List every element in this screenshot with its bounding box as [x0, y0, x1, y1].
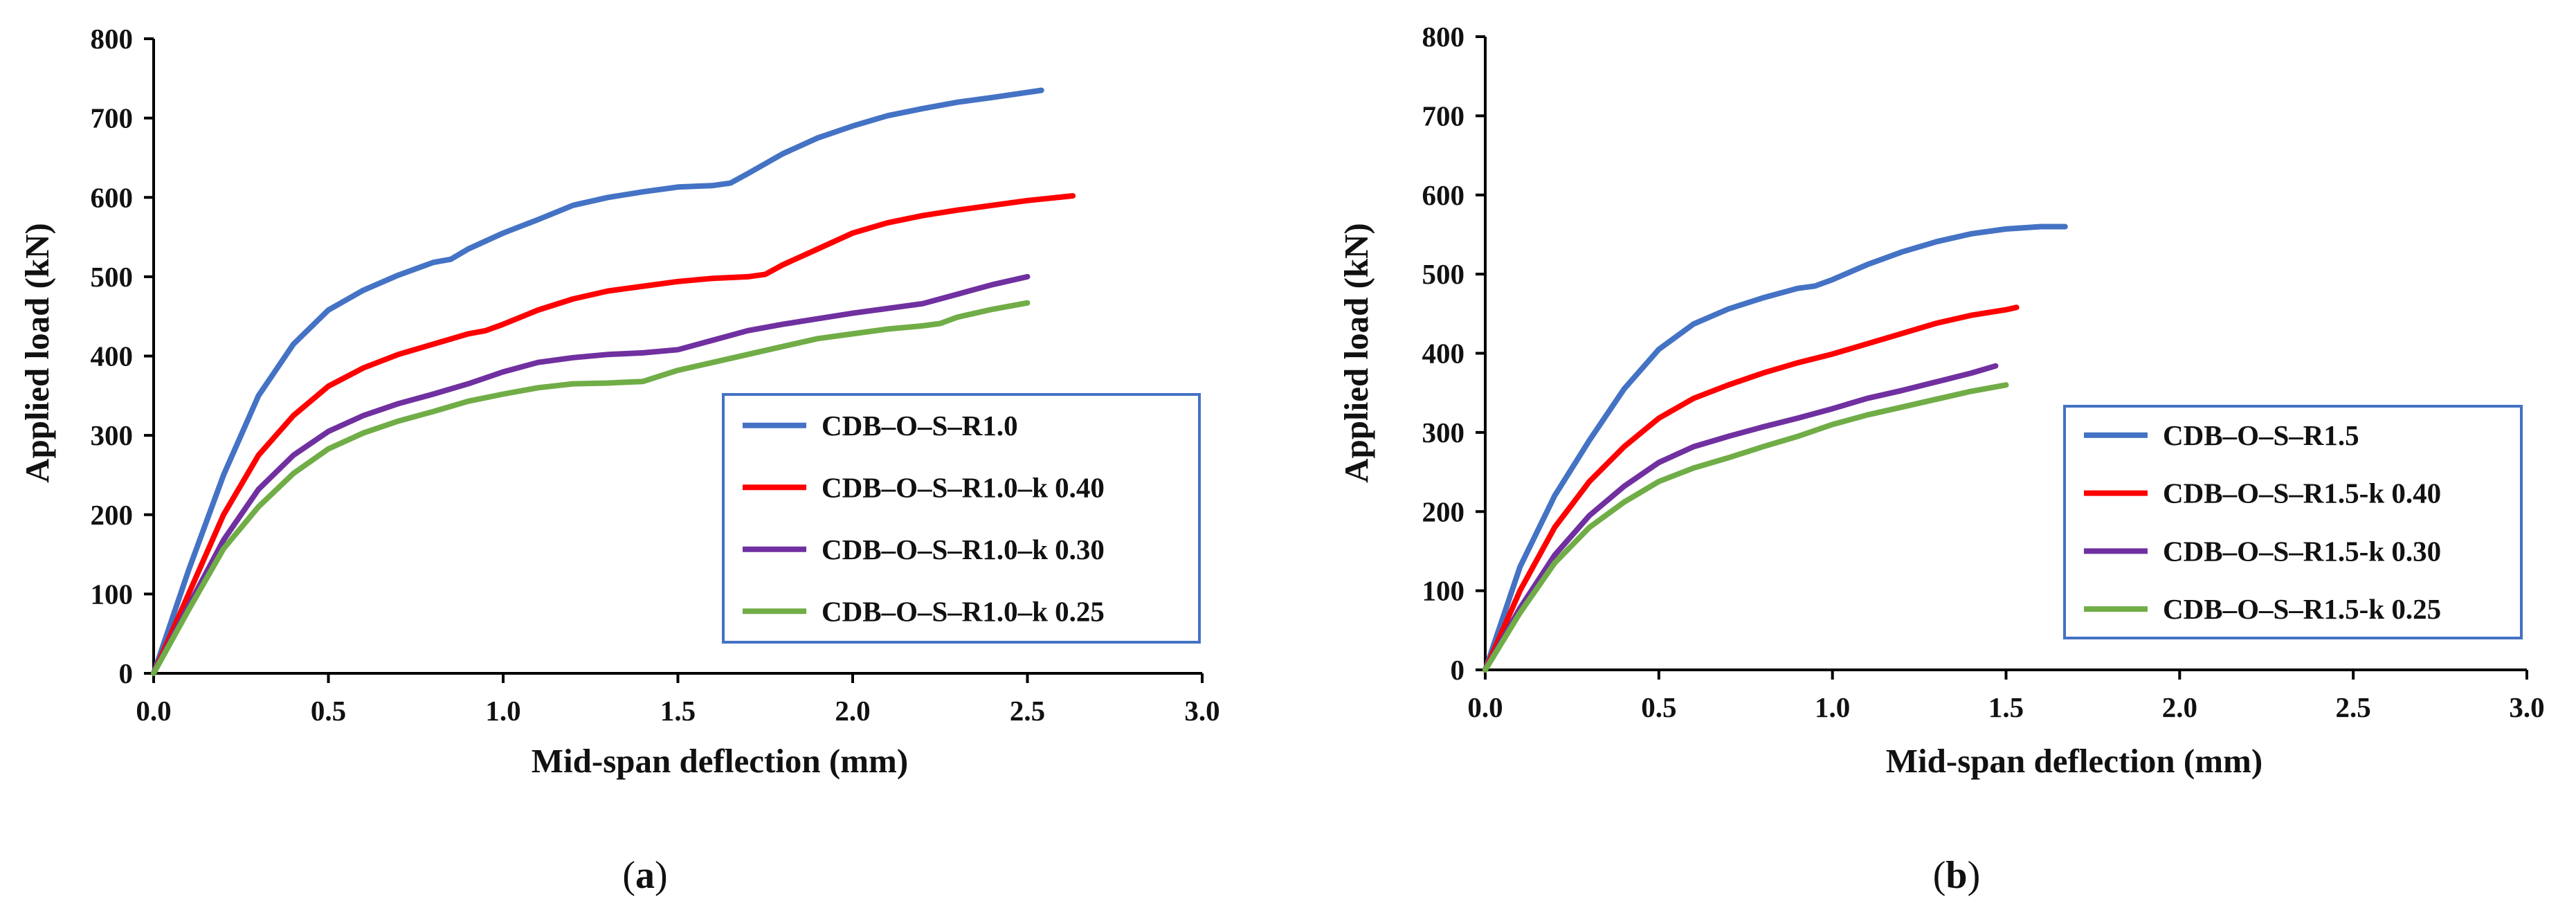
y-tick-label: 300 — [1422, 417, 1465, 448]
x-tick-label: 0.0 — [1467, 691, 1503, 723]
x-tick-label: 3.0 — [1184, 695, 1219, 727]
x-tick-label: 0.5 — [311, 695, 346, 727]
series-line-1 — [1482, 224, 2068, 673]
y-tick-label: 200 — [1422, 495, 1465, 527]
y-tick-label: 100 — [1422, 575, 1465, 607]
y-tick-label: 500 — [91, 261, 134, 293]
x-tick-label: 2.5 — [1010, 695, 1045, 727]
legend-entry-label: CDB–O–S–R1.5 — [2163, 419, 2359, 451]
x-tick-label: 0.0 — [136, 695, 171, 727]
legend-entry-label: CDB–O–S–R1.5-k 0.30 — [2163, 535, 2441, 567]
x-tick-label: 1.0 — [1815, 691, 1850, 723]
y-tick-label: 800 — [1422, 21, 1465, 53]
legend-entry-label: CDB–O–S–R1.0–k 0.40 — [822, 471, 1105, 503]
figure-panel-b: Applied load (kN) Mid-span deflection (m… — [1288, 0, 2576, 910]
y-tick-label: 700 — [1422, 100, 1465, 131]
series-line-3 — [1482, 363, 1999, 673]
y-tick-label: 200 — [91, 499, 134, 531]
y-tick-label: 0 — [1451, 654, 1465, 686]
x-tick-label: 2.5 — [2336, 691, 2371, 723]
y-tick-label: 600 — [1422, 179, 1465, 211]
y-tick-label: 0 — [119, 657, 134, 689]
y-tick-label: 300 — [91, 419, 134, 451]
series-line-2 — [151, 193, 1076, 676]
y-tick-label: 400 — [1422, 338, 1465, 370]
x-tick-label: 3.0 — [2509, 691, 2544, 723]
x-tick-label: 1.5 — [1988, 691, 2024, 723]
legend-entry-label: CDB–O–S–R1.0 — [822, 410, 1018, 442]
series-line-3 — [151, 273, 1031, 676]
x-tick-label: 2.0 — [2162, 691, 2197, 723]
y-tick-label: 800 — [91, 23, 134, 55]
x-tick-label: 0.5 — [1641, 691, 1676, 723]
series-line-1 — [151, 87, 1044, 676]
figure-panel-a: Applied load (kN) Mid-span deflection (m… — [18, 23, 1220, 897]
y-axis-title: Applied load (kN) — [18, 223, 56, 483]
y-tick-label: 400 — [91, 340, 134, 372]
legend-entry-label: CDB–O–S–R1.0–k 0.25 — [822, 595, 1105, 627]
panel-label: (a) — [622, 854, 667, 897]
x-axis-title: Mid-span deflection (mm) — [532, 742, 908, 780]
y-axis-title: Applied load (kN) — [1337, 223, 1375, 483]
y-tick-label: 600 — [91, 181, 134, 213]
panel-label: (b) — [1933, 854, 1980, 897]
legend-entry-label: CDB–O–S–R1.5-k 0.25 — [2163, 593, 2441, 625]
x-tick-label: 2.0 — [835, 695, 870, 727]
chart-b: Applied load (kN) Mid-span deflection (m… — [1337, 21, 2545, 897]
legend-entry-label: CDB–O–S–R1.0–k 0.30 — [822, 534, 1105, 565]
y-tick-label: 100 — [91, 578, 134, 610]
x-tick-label: 1.5 — [660, 695, 696, 727]
legend-box — [2063, 405, 2523, 639]
x-tick-label: 1.0 — [485, 695, 520, 727]
y-tick-label: 700 — [91, 102, 134, 134]
series-line-2 — [1482, 304, 2020, 673]
legend-box — [722, 393, 1201, 644]
series-line-4 — [151, 300, 1031, 676]
x-axis-title: Mid-span deflection (mm) — [1886, 742, 2262, 780]
y-tick-label: 500 — [1422, 258, 1465, 290]
series-line-4 — [1482, 382, 2009, 673]
legend-entry-label: CDB–O–S–R1.5-k 0.40 — [2163, 477, 2441, 509]
chart-a: Applied load (kN) Mid-span deflection (m… — [18, 23, 1220, 897]
